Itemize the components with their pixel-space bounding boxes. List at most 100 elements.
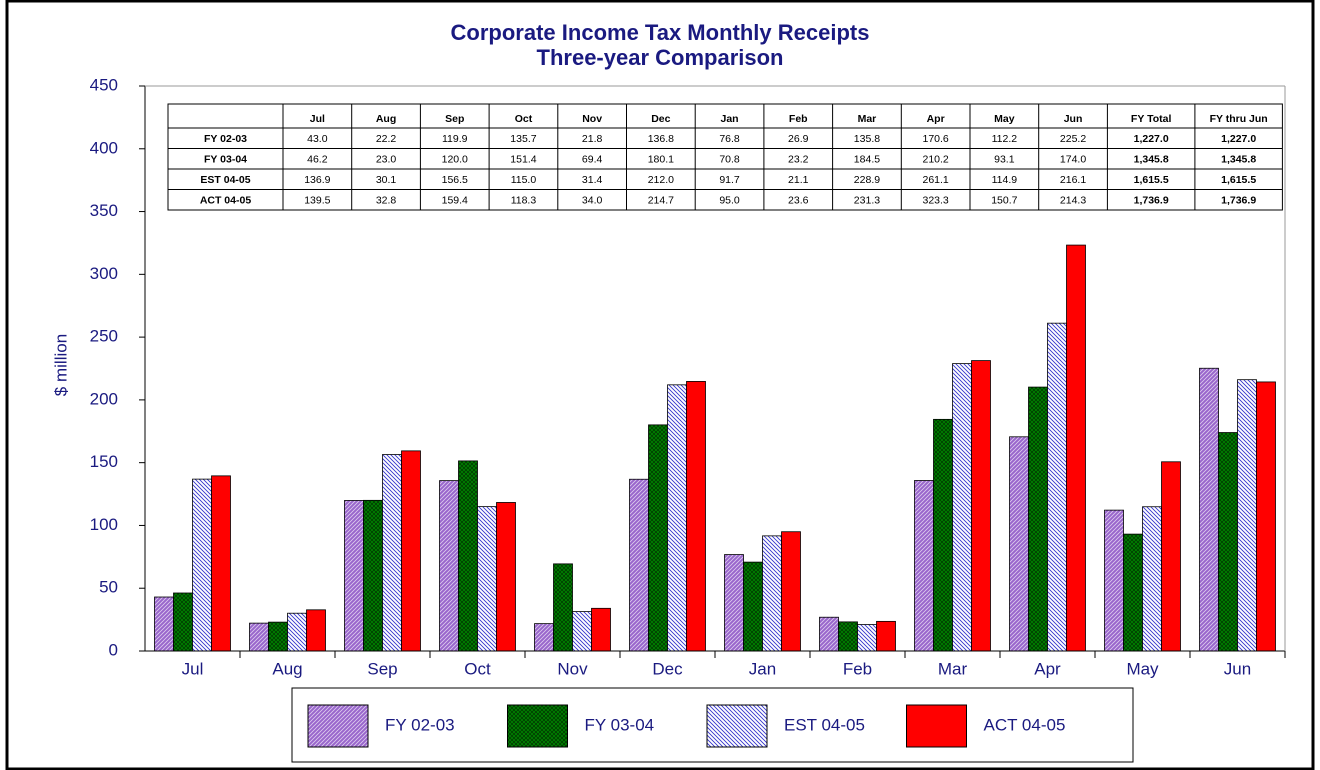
table-cell: 95.0 <box>719 195 740 207</box>
table-cell: 70.8 <box>719 154 740 166</box>
table-header: Nov <box>582 113 602 125</box>
table-cell: 170.6 <box>923 133 949 145</box>
y-tick-label: 450 <box>90 75 118 94</box>
bar <box>1142 506 1162 652</box>
table-header: FY thru Jun <box>1210 113 1268 125</box>
legend-swatch <box>307 704 369 748</box>
bar <box>724 554 744 652</box>
y-tick-label: 350 <box>90 201 118 220</box>
table-cell: 1,345.8 <box>1134 154 1169 166</box>
bar <box>1104 509 1124 652</box>
bar <box>1047 322 1067 652</box>
table-header: Sep <box>445 113 464 125</box>
table-row-label: FY 02-03 <box>204 133 247 145</box>
bar <box>287 612 307 652</box>
x-tick-label: Mar <box>938 659 968 678</box>
bar <box>382 454 402 652</box>
table-cell: 159.4 <box>442 195 468 207</box>
bar <box>952 363 972 652</box>
table-cell: 136.9 <box>304 174 330 186</box>
table-cell: 261.1 <box>923 174 949 186</box>
bar <box>1028 386 1048 652</box>
bar <box>629 478 649 652</box>
table-cell: 1,227.0 <box>1134 133 1169 145</box>
table-header: Jul <box>310 113 325 125</box>
table-cell: 1,615.5 <box>1221 174 1256 186</box>
bar <box>1066 244 1086 652</box>
data-table <box>167 103 1283 211</box>
x-tick-label: Apr <box>1034 659 1061 678</box>
bar <box>914 480 934 652</box>
table-row-label: ACT 04-05 <box>200 195 252 207</box>
legend-swatch <box>906 704 967 748</box>
bar <box>1161 461 1181 652</box>
table-header: Oct <box>515 113 533 125</box>
bar <box>496 502 516 652</box>
table-cell: 210.2 <box>923 154 949 166</box>
y-tick-label: 50 <box>99 578 118 597</box>
bar <box>154 596 174 652</box>
bar <box>1123 533 1143 652</box>
bar <box>1199 367 1219 652</box>
legend-label: FY 02-03 <box>385 715 455 734</box>
table-cell: 212.0 <box>648 174 674 186</box>
y-tick-label: 300 <box>90 264 118 283</box>
bar <box>838 621 858 652</box>
x-tick-label: Nov <box>557 659 588 678</box>
chart-title: Corporate Income Tax Monthly Receipts <box>451 20 870 45</box>
table-cell: 22.2 <box>376 133 397 145</box>
chart-subtitle: Three-year Comparison <box>537 45 784 70</box>
bar <box>1237 379 1257 652</box>
table-cell: 23.2 <box>788 154 809 166</box>
table-cell: 231.3 <box>854 195 880 207</box>
bar <box>439 480 459 652</box>
table-cell: 150.7 <box>991 195 1017 207</box>
bar <box>458 460 478 652</box>
table-cell: 34.0 <box>582 195 603 207</box>
legend-label: EST 04-05 <box>784 715 865 734</box>
x-tick-label: Jun <box>1224 659 1251 678</box>
bar <box>401 450 421 652</box>
table-header: FY Total <box>1131 113 1172 125</box>
table-cell: 69.4 <box>582 154 603 166</box>
table-cell: 156.5 <box>442 174 468 186</box>
table-header: Jan <box>721 113 739 125</box>
table-cell: 174.0 <box>1060 154 1086 166</box>
table-cell: 135.7 <box>510 133 536 145</box>
bar <box>572 611 592 652</box>
bar <box>192 478 212 652</box>
table-cell: 21.8 <box>582 133 603 145</box>
table-cell: 135.8 <box>854 133 880 145</box>
y-tick-label: 400 <box>90 138 118 157</box>
table-cell: 139.5 <box>304 195 330 207</box>
table-row-label: FY 03-04 <box>204 154 247 166</box>
y-axis-label: $ million <box>51 334 70 396</box>
bar <box>686 381 706 652</box>
table-cell: 23.0 <box>376 154 397 166</box>
table-cell: 214.7 <box>648 195 674 207</box>
bar <box>1218 432 1238 652</box>
bar <box>648 424 668 652</box>
table-cell: 114.9 <box>992 174 1018 186</box>
table-cell: 21.1 <box>788 174 809 186</box>
table-cell: 1,615.5 <box>1134 174 1169 186</box>
table-cell: 30.1 <box>376 174 397 186</box>
x-tick-label: Feb <box>843 659 872 678</box>
legend-swatch <box>507 704 568 748</box>
table-cell: 118.3 <box>511 195 537 207</box>
table-cell: 1,227.0 <box>1221 133 1256 145</box>
table-cell: 151.4 <box>510 154 536 166</box>
table-cell: 1,736.9 <box>1221 195 1256 207</box>
table-cell: 136.8 <box>648 133 674 145</box>
table-cell: 323.3 <box>923 195 949 207</box>
table-cell: 23.6 <box>788 195 809 207</box>
bar <box>534 623 554 652</box>
y-tick-label: 200 <box>90 389 118 408</box>
table-cell: 119.9 <box>442 133 468 145</box>
bar <box>344 500 364 652</box>
bar <box>667 384 687 652</box>
bar <box>971 360 991 652</box>
legend-label: ACT 04-05 <box>984 715 1066 734</box>
